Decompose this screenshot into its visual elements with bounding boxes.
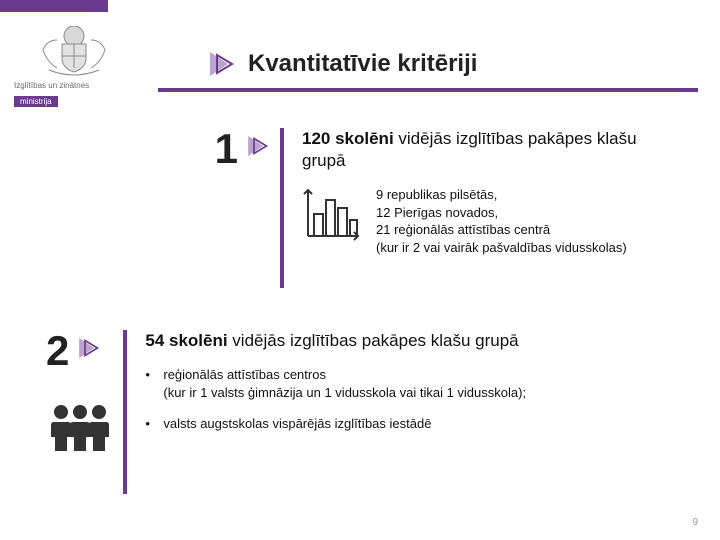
bullet-item: • reģionālās attīstības centros(kur ir 1… [145,366,526,401]
criterion-2-number: 2 [46,330,69,372]
criterion-2-bullets: • reģionālās attīstības centros(kur ir 1… [145,366,526,433]
criterion-1-headline: 120 skolēni vidējās izglītības pakāpes k… [302,128,672,172]
criterion-1-number: 1 [190,128,238,288]
bullet-text: reģionālās attīstības centros(kur ir 1 v… [163,366,526,401]
vertical-divider [123,330,127,494]
criterion-2-headline: 54 skolēni vidējās izglītības pakāpes kl… [145,330,526,352]
logo-line1: Izglītības un zinātnes [14,82,134,91]
ministry-logo: Izglītības un zinātnes ministrija [14,26,134,109]
page-title-row: Kvantitatīvie kritēriji [210,50,477,78]
criterion-1-bold: 120 skolēni [302,129,394,148]
triangle-arrow-icon [248,136,270,288]
criterion-1: 1 120 skolēni vidējās izglītības pakāpes… [190,128,672,288]
criterion-1-detail: 9 republikas pilsētās,12 Pierīgas novado… [376,186,627,256]
bullet-item: • valsts augstskolas vispārējās izglītīb… [145,415,526,433]
header-accent-bar [0,0,108,12]
bullet-marker: • [145,366,163,401]
criterion-2-rest: vidējās izglītības pakāpes klašu grupā [228,331,519,350]
logo-line2: ministrija [14,96,58,107]
criterion-2-bold: 54 skolēni [145,331,227,350]
title-divider [158,88,698,92]
triangle-arrow-icon [79,338,101,358]
coat-of-arms-icon [29,26,119,78]
criterion-2: 2 54 skolēni vidējās izglītības pakāpes … [46,330,666,494]
bar-chart-icon [302,186,362,256]
bullet-marker: • [145,415,163,433]
triangle-arrow-icon [210,52,236,76]
page-title: Kvantitatīvie kritēriji [248,50,477,78]
page-number: 9 [692,517,698,528]
people-group-icon [46,400,114,459]
vertical-divider [280,128,284,288]
bullet-text: valsts augstskolas vispārējās izglītības… [163,415,431,433]
